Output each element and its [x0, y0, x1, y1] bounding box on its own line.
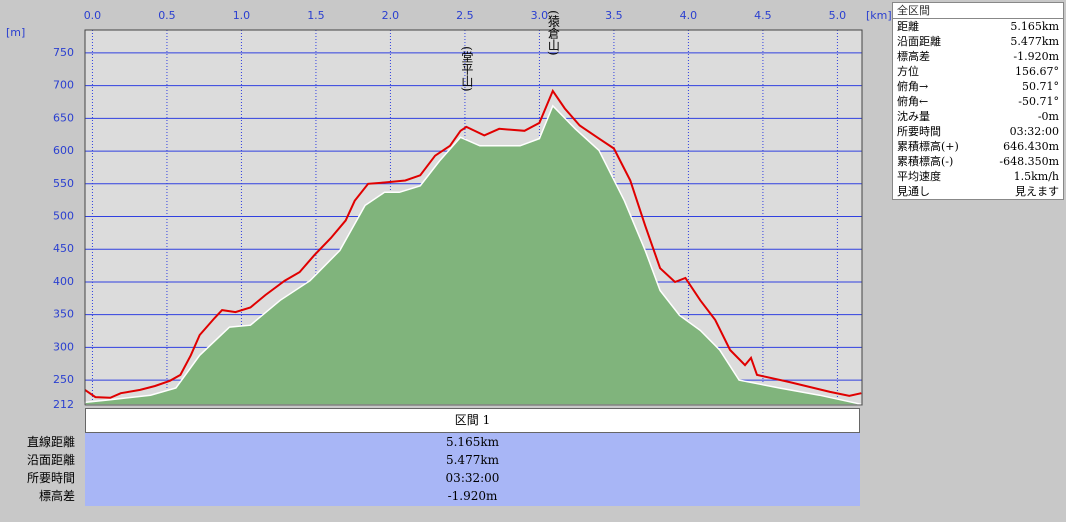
summary-value: -648.350m: [999, 155, 1059, 168]
section-label: 沿面距離: [26, 453, 75, 467]
y-tick-label: 212: [53, 398, 74, 411]
summary-row: 累積標高(-) -648.350m: [893, 154, 1063, 169]
x-tick-label: 5.0: [829, 9, 847, 22]
summary-value: -0m: [1037, 110, 1059, 123]
section-label: 標高差: [38, 489, 75, 503]
summary-label: 距離: [897, 20, 919, 33]
summary-value: 03:32:00: [1009, 125, 1059, 138]
summary-label: 見通し: [897, 185, 930, 198]
summary-row: 俯角← -50.71°: [893, 94, 1063, 109]
y-tick-label: 500: [53, 210, 74, 223]
summary-panel: 全区間 距離 5.165km 沿面距離 5.477km 標高差 -1.920m 方位 156.…: [892, 2, 1064, 200]
y-unit: [m]: [6, 26, 25, 39]
section-value: 03:32:00: [445, 471, 500, 485]
x-tick-label: 3.5: [605, 9, 623, 22]
summary-label: 俯角→: [897, 80, 929, 93]
x-unit: [km]: [866, 9, 892, 22]
peak-label: (猿倉山): [546, 10, 560, 55]
summary-label: 沈み量: [897, 110, 930, 123]
summary-row: 沈み量 -0m: [893, 109, 1063, 124]
section-label: 直線距離: [26, 435, 75, 449]
section-value: -1.920m: [447, 489, 498, 503]
summary-label: 累積標高(-): [897, 155, 954, 168]
y-tick-label: 750: [53, 46, 74, 59]
summary-row: 累積標高(+) 646.430m: [893, 139, 1063, 154]
x-tick-label: 0.5: [158, 9, 176, 22]
x-tick-label: 1.0: [233, 9, 251, 22]
x-tick-label: 4.0: [680, 9, 698, 22]
peak-label: (堂平山): [460, 46, 474, 91]
x-tick-label: 2.5: [456, 9, 474, 22]
route-line: [84, 88, 862, 399]
summary-row: 沿面距離 5.477km: [893, 34, 1063, 49]
summary-row: 所要時間 03:32:00: [893, 124, 1063, 139]
summary-row: 方位 156.67°: [893, 64, 1063, 79]
y-tick-label: 300: [53, 340, 74, 353]
summary-row: 平均速度 1.5km/h: [893, 169, 1063, 184]
summary-row: 見通し 見えます: [893, 184, 1063, 199]
x-tick-label: 3.0: [531, 9, 549, 22]
summary-value: 見えます: [1015, 185, 1059, 198]
summary-row: 俯角→ 50.71°: [893, 79, 1063, 94]
y-tick-label: 350: [53, 308, 74, 321]
y-tick-label: 600: [53, 144, 74, 157]
summary-value: 50.71°: [1022, 80, 1059, 93]
summary-label: 所要時間: [897, 125, 941, 138]
summary-value: -1.920m: [1013, 50, 1059, 63]
y-tick-label: 450: [53, 242, 74, 255]
section-body: 5.165km 5.477km 03:32:00 -1.920m: [85, 433, 860, 506]
y-tick-label: 650: [53, 111, 74, 124]
y-tick-label: 400: [53, 275, 74, 288]
plot-frame: [84, 29, 863, 406]
summary-row: 距離 5.165km: [893, 19, 1063, 34]
summary-label: 方位: [897, 65, 919, 78]
summary-value: 156.67°: [1015, 65, 1059, 78]
summary-label: 平均速度: [897, 170, 941, 183]
section-value: 5.477km: [445, 453, 499, 467]
y-tick-label: 550: [53, 177, 74, 190]
summary-value: 1.5km/h: [1013, 170, 1059, 183]
x-tick-label: 0.0: [84, 9, 102, 22]
terrain-area: [84, 104, 863, 406]
section-value: 5.165km: [445, 435, 499, 449]
summary-value: -50.71°: [1018, 95, 1059, 108]
x-tick-label: 2.0: [382, 9, 400, 22]
summary-title: 全区間: [893, 3, 1063, 19]
x-tick-label: 4.5: [754, 9, 772, 22]
y-tick-label: 700: [53, 79, 74, 92]
summary-label: 累積標高(+): [897, 140, 959, 153]
section-label: 所要時間: [26, 471, 75, 485]
summary-label: 沿面距離: [897, 35, 941, 48]
x-tick-label: 1.5: [307, 9, 325, 22]
summary-value: 5.165km: [1010, 20, 1059, 33]
section-title: 区間 1: [85, 408, 860, 433]
y-tick-label: 250: [53, 373, 74, 386]
summary-value: 646.430m: [1003, 140, 1059, 153]
summary-label: 俯角←: [897, 95, 929, 108]
summary-value: 5.477km: [1010, 35, 1059, 48]
summary-row: 標高差 -1.920m: [893, 49, 1063, 64]
summary-label: 標高差: [897, 50, 930, 63]
